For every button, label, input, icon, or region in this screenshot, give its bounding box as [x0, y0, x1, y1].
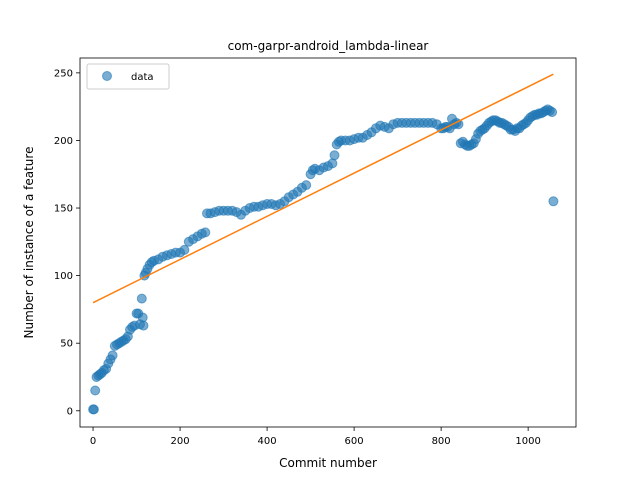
- data-point: [179, 244, 190, 255]
- y-tick-label: 100: [54, 271, 73, 282]
- x-tick-label: 600: [345, 436, 364, 447]
- x-axis-ticks: 0 200 400 600 800 1000: [90, 427, 541, 447]
- fit-line: [92, 73, 554, 304]
- data-point: [301, 180, 312, 191]
- data-point: [90, 385, 101, 396]
- data-point: [547, 107, 558, 118]
- chart-title: com-garpr-android_lambda-linear: [228, 39, 429, 53]
- x-tick-label: 1000: [515, 436, 540, 447]
- data-point: [548, 196, 559, 207]
- data-point: [329, 150, 340, 161]
- legend: data: [86, 63, 170, 90]
- y-tick-label: 0: [67, 406, 73, 417]
- y-tick-label: 150: [54, 204, 73, 215]
- x-tick-label: 800: [432, 436, 451, 447]
- data-point: [107, 350, 118, 361]
- y-tick-label: 200: [54, 136, 73, 147]
- y-tick-label: 50: [60, 339, 73, 350]
- legend-marker-data: [102, 71, 112, 81]
- x-axis-title: Commit number: [279, 456, 377, 470]
- data-point: [137, 312, 148, 323]
- x-tick-label: 0: [90, 436, 96, 447]
- y-axis-ticks: 0 50 100 150 200 250: [54, 68, 80, 417]
- legend-label-data: data: [131, 72, 154, 83]
- data-point: [138, 320, 149, 331]
- data-point: [136, 293, 147, 304]
- data-point: [327, 158, 338, 169]
- data-point: [200, 227, 211, 238]
- x-tick-label: 200: [171, 436, 190, 447]
- plot-marks: [88, 73, 559, 415]
- x-tick-label: 400: [258, 436, 277, 447]
- y-tick-label: 250: [54, 68, 73, 79]
- y-axis-title: Number of instance of a feature: [22, 147, 36, 339]
- data-point: [88, 404, 99, 415]
- plot-frame: [79, 57, 577, 428]
- legend-box: [86, 63, 170, 90]
